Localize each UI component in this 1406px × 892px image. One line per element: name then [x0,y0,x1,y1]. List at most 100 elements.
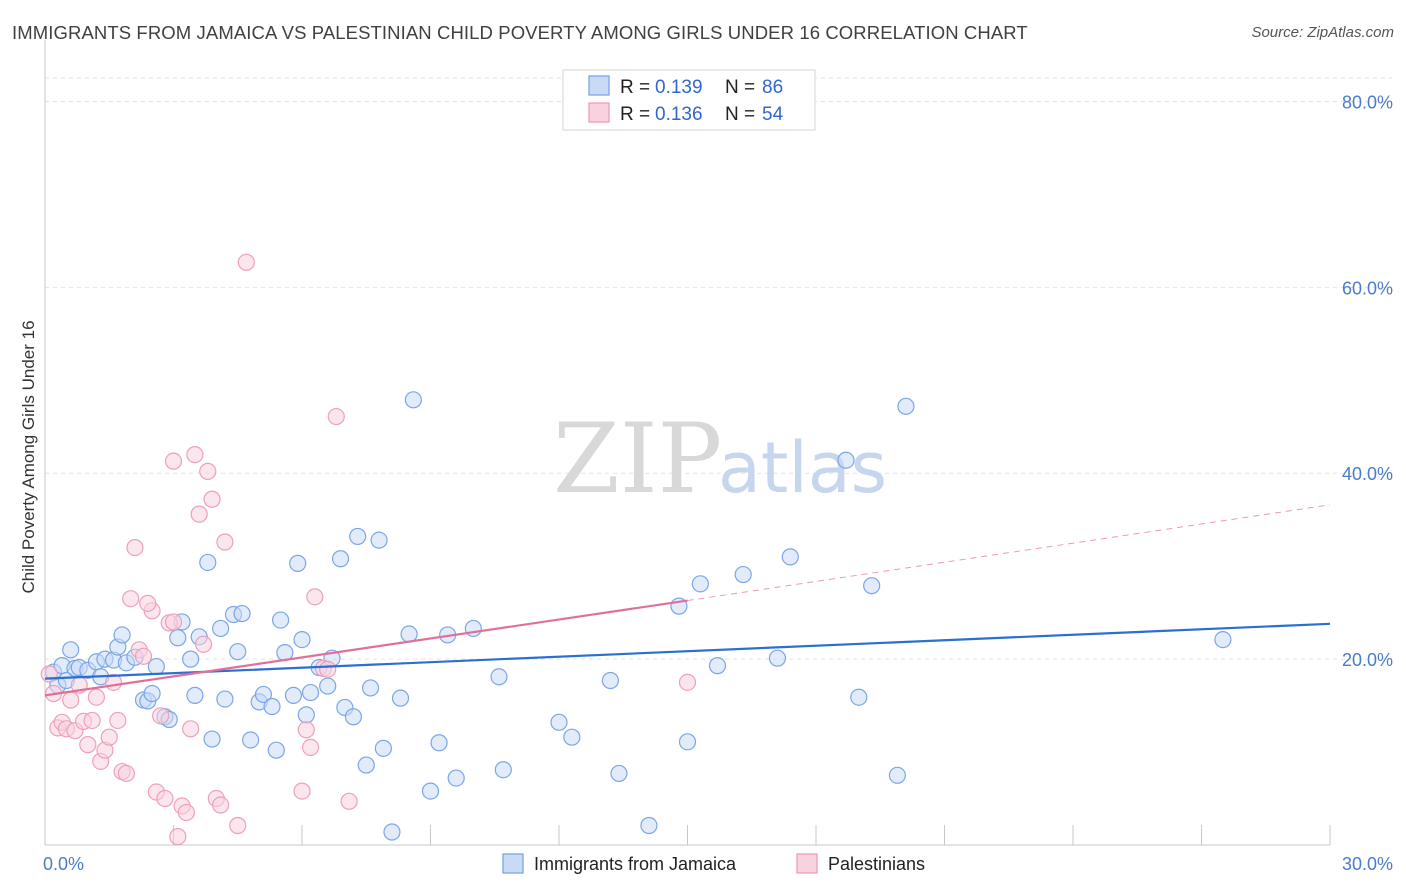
point-palestinians-51 [678,673,697,691]
point-jamaica-69 [563,728,581,746]
point-jamaica-84 [888,766,906,784]
legend-n-label-1: N = [725,77,755,98]
chart-title: IMMIGRANTS FROM JAMAICA VS PALESTINIAN C… [12,22,1028,43]
legend-r-value-2: 0.136 [655,104,703,125]
y-tick-label-2: 60.0% [1342,278,1393,298]
trend-line-jamaica [44,622,1331,680]
point-palestinians-28 [164,613,183,631]
point-jamaica-77 [734,565,752,584]
point-palestinians-41 [229,816,247,835]
y-axis-label: Child Poverty Among Girls Under 16 [19,320,38,593]
point-jamaica-62 [430,734,448,752]
watermark: ZIP atlas [553,403,887,515]
legend-swatch-palestinians [588,102,610,123]
point-jamaica-25 [186,686,204,704]
point-palestinians-31 [177,803,195,822]
point-jamaica-37 [263,697,281,716]
point-jamaica-39 [271,611,290,629]
point-jamaica-44 [297,706,315,724]
point-palestinians-25 [152,707,170,725]
point-jamaica-80 [837,451,855,469]
point-jamaica-54 [361,679,380,697]
point-palestinians-35 [194,635,213,653]
source-label: Source: ZipAtlas.com [1251,24,1394,41]
legend-r-value-1: 0.139 [655,77,703,98]
point-palestinians-11 [87,688,106,706]
watermark-zip: ZIP [553,403,722,515]
point-jamaica-52 [349,527,367,546]
point-palestinians-5 [62,691,80,709]
point-jamaica-82 [863,577,881,595]
point-jamaica-18 [143,684,161,703]
point-jamaica-58 [391,689,410,707]
point-palestinians-50 [340,792,358,810]
point-palestinians-26 [156,789,174,808]
point-jamaica-61 [421,782,440,800]
grid-lines [45,77,1392,660]
point-palestinians-16 [109,711,127,730]
point-jamaica-64 [447,769,465,787]
point-palestinians-34 [190,505,208,523]
bottom-legend: Immigrants from Jamaica Palestinians [502,853,925,874]
trend-line-palestinians-extension [687,504,1331,602]
point-palestinians-48 [319,660,337,678]
point-jamaica-24 [182,650,200,668]
point-palestinians-33 [186,446,204,464]
data-points [40,253,1232,846]
point-palestinians-40 [216,533,234,551]
y-tick-label-1: 40.0% [1342,464,1393,484]
point-jamaica-57 [383,823,401,841]
point-jamaica-83 [897,397,915,415]
point-jamaica-49 [331,550,350,568]
bottom-legend-palestinians: Palestinians [828,854,925,874]
x-tick-label-1: 30.0% [1342,854,1393,874]
point-jamaica-47 [319,677,337,695]
point-jamaica-85 [1214,630,1232,649]
point-palestinians-20 [126,538,144,557]
point-jamaica-76 [708,657,727,675]
trend-lines [44,504,1331,697]
point-jamaica-33 [233,604,251,623]
point-palestinians-43 [293,782,311,800]
axes [44,40,1331,846]
point-palestinians-10 [83,711,101,730]
point-palestinians-49 [327,407,345,426]
point-jamaica-81 [850,688,868,706]
point-palestinians-0 [40,665,58,683]
point-jamaica-34 [242,731,260,749]
x-tick-labels: 0.0% 30.0% [43,854,1393,874]
point-jamaica-70 [601,671,620,690]
point-jamaica-55 [370,531,388,549]
bottom-legend-jamaica: Immigrants from Jamaica [534,854,737,874]
watermark-atlas: atlas [718,427,887,509]
point-jamaica-4 [62,641,80,659]
point-jamaica-36 [254,685,273,704]
legend-n-label-2: N = [725,104,755,125]
legend-r-label-1: R = [620,77,650,98]
point-jamaica-38 [267,741,285,759]
point-palestinians-37 [203,490,221,508]
point-palestinians-9 [79,736,97,754]
point-palestinians-36 [199,462,217,480]
point-jamaica-56 [374,739,392,757]
point-jamaica-75 [691,575,709,593]
point-jamaica-43 [293,630,311,649]
point-palestinians-19 [122,590,140,608]
legend-box: R = 0.139 N = 86 R = 0.136 N = 54 [562,69,816,131]
point-jamaica-79 [781,548,799,566]
point-palestinians-32 [182,720,200,738]
point-palestinians-22 [134,647,153,665]
point-jamaica-72 [640,816,658,835]
y-tick-label-0: 20.0% [1342,650,1393,670]
legend-swatch-jamaica [588,75,610,96]
point-jamaica-51 [344,708,362,726]
bottom-legend-swatch-jamaica [502,853,524,874]
point-jamaica-41 [284,686,303,704]
legend-r-label-2: R = [620,104,650,125]
legend-n-value-2: 54 [762,104,784,125]
point-jamaica-32 [229,643,247,661]
point-jamaica-60 [404,391,422,409]
y-tick-labels: 20.0% 40.0% 60.0% 80.0% [1342,92,1393,670]
point-palestinians-14 [100,728,118,746]
